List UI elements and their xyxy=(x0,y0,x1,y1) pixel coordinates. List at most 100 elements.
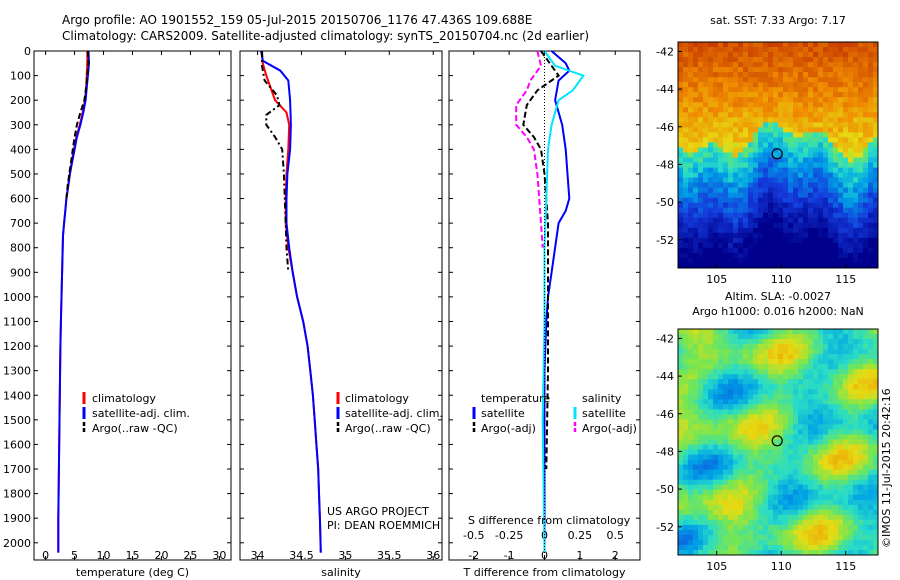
map-cell xyxy=(863,258,869,264)
map-cell xyxy=(738,419,744,425)
map-cell xyxy=(733,504,739,511)
map-cell xyxy=(678,404,684,410)
map-cell xyxy=(688,263,694,269)
map-cell xyxy=(748,359,754,365)
map-cell xyxy=(728,112,734,118)
map-cell xyxy=(743,72,749,78)
map-cell xyxy=(728,539,734,546)
map-cell xyxy=(698,334,704,340)
map-cell xyxy=(838,192,844,199)
map-cell xyxy=(693,344,699,350)
map-cell xyxy=(678,449,684,455)
map-cell xyxy=(693,247,699,254)
map-cell xyxy=(748,399,754,405)
map-cell xyxy=(763,217,769,224)
map-cell xyxy=(788,514,794,521)
map-cell xyxy=(763,469,769,475)
map-cell xyxy=(808,479,814,486)
map-cell xyxy=(803,545,809,551)
map-cell xyxy=(738,444,744,450)
map-cell xyxy=(813,459,819,465)
map-cell xyxy=(773,409,779,415)
map-cell xyxy=(868,242,874,249)
map-cell xyxy=(703,454,709,460)
map-cell xyxy=(798,137,804,143)
project-annotation: US ARGO PROJECT xyxy=(327,505,429,518)
map-cell xyxy=(858,162,864,168)
map-cell xyxy=(678,374,684,380)
map-cell xyxy=(823,419,829,425)
map-cell xyxy=(718,479,724,486)
map-cell xyxy=(853,242,859,249)
map-cell xyxy=(753,132,759,138)
map-cell xyxy=(783,504,789,511)
map-cell xyxy=(748,167,754,173)
map-cell xyxy=(783,545,789,551)
map-cell xyxy=(773,429,779,435)
map-cell xyxy=(793,137,799,143)
map-cell xyxy=(753,227,759,234)
map-cell xyxy=(848,454,854,460)
map-cell xyxy=(703,509,709,516)
map-cell xyxy=(848,344,854,350)
map-cell xyxy=(863,212,869,219)
map-cell xyxy=(863,102,869,108)
map-cell xyxy=(848,479,854,486)
map-cell xyxy=(738,202,744,209)
map-cell xyxy=(793,132,799,138)
map-cell xyxy=(738,519,744,526)
map-cell xyxy=(678,207,684,214)
map-cell xyxy=(698,202,704,209)
map-cell xyxy=(838,172,844,178)
map-cell xyxy=(768,102,774,108)
map-cell xyxy=(823,514,829,521)
map-cell xyxy=(803,474,809,480)
map-cell xyxy=(708,394,714,400)
map-cell xyxy=(768,459,774,465)
map-cell xyxy=(763,202,769,209)
depth-tick-label: 100 xyxy=(10,70,31,83)
map-cell xyxy=(783,344,789,350)
map-cell xyxy=(788,479,794,486)
map-cell xyxy=(833,489,839,496)
map-cell xyxy=(758,384,764,390)
map-cell xyxy=(703,384,709,390)
map-cell xyxy=(838,444,844,450)
map-cell xyxy=(753,57,759,63)
map-cell xyxy=(758,424,764,430)
map-cell xyxy=(743,172,749,178)
map-cell xyxy=(768,152,774,158)
map-cell xyxy=(708,449,714,455)
map-cell xyxy=(783,212,789,219)
map-cell xyxy=(708,197,714,204)
map-cell xyxy=(873,454,879,460)
map-cell xyxy=(843,227,849,234)
map-cell xyxy=(853,122,859,128)
map-cell xyxy=(858,167,864,173)
map-cell xyxy=(713,484,719,491)
map-cell xyxy=(838,464,844,470)
map-cell xyxy=(778,72,784,78)
map-cell xyxy=(758,499,764,506)
map-cell xyxy=(868,212,874,219)
map-cell xyxy=(838,252,844,259)
map-cell xyxy=(703,122,709,128)
map-cell xyxy=(788,404,794,410)
map-cell xyxy=(698,177,704,183)
map-cell xyxy=(703,429,709,435)
map-cell xyxy=(873,47,879,53)
map-cell xyxy=(793,504,799,511)
map-cell xyxy=(723,379,729,385)
map-cell xyxy=(788,499,794,506)
map-cell xyxy=(768,237,774,244)
map-cell xyxy=(683,419,689,425)
map-cell xyxy=(823,439,829,445)
map-cell xyxy=(738,117,744,123)
map-cell xyxy=(778,374,784,380)
map-cell xyxy=(703,167,709,173)
map-cell xyxy=(833,529,839,536)
map-cell xyxy=(873,57,879,63)
map-cell xyxy=(823,349,829,355)
map-cell xyxy=(723,52,729,58)
map-cell xyxy=(773,514,779,521)
